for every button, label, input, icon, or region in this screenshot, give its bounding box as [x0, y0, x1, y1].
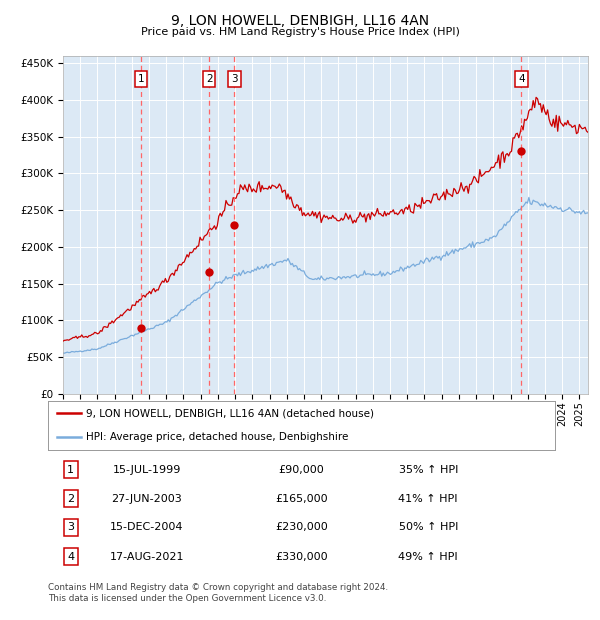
Text: 17-AUG-2021: 17-AUG-2021 — [110, 552, 184, 562]
Text: 35% ↑ HPI: 35% ↑ HPI — [398, 465, 458, 475]
Text: Price paid vs. HM Land Registry's House Price Index (HPI): Price paid vs. HM Land Registry's House … — [140, 27, 460, 37]
Text: This data is licensed under the Open Government Licence v3.0.: This data is licensed under the Open Gov… — [48, 594, 326, 603]
Text: Contains HM Land Registry data © Crown copyright and database right 2024.: Contains HM Land Registry data © Crown c… — [48, 583, 388, 592]
Text: 4: 4 — [67, 552, 74, 562]
Text: 9, LON HOWELL, DENBIGH, LL16 4AN (detached house): 9, LON HOWELL, DENBIGH, LL16 4AN (detach… — [86, 408, 374, 419]
Text: 4: 4 — [518, 74, 524, 84]
Text: 49% ↑ HPI: 49% ↑ HPI — [398, 552, 458, 562]
Text: 50% ↑ HPI: 50% ↑ HPI — [398, 522, 458, 532]
Text: £165,000: £165,000 — [275, 494, 328, 503]
Text: £90,000: £90,000 — [278, 465, 325, 475]
Text: 2: 2 — [67, 494, 74, 503]
Text: £330,000: £330,000 — [275, 552, 328, 562]
Text: 3: 3 — [231, 74, 238, 84]
Text: 15-JUL-1999: 15-JUL-1999 — [113, 465, 181, 475]
Text: 27-JUN-2003: 27-JUN-2003 — [112, 494, 182, 503]
Text: 3: 3 — [67, 522, 74, 532]
Text: 41% ↑ HPI: 41% ↑ HPI — [398, 494, 458, 503]
Text: HPI: Average price, detached house, Denbighshire: HPI: Average price, detached house, Denb… — [86, 432, 349, 443]
Text: 1: 1 — [67, 465, 74, 475]
Text: 2: 2 — [206, 74, 212, 84]
Text: 1: 1 — [138, 74, 145, 84]
Text: 9, LON HOWELL, DENBIGH, LL16 4AN: 9, LON HOWELL, DENBIGH, LL16 4AN — [171, 14, 429, 28]
Text: £230,000: £230,000 — [275, 522, 328, 532]
Text: 15-DEC-2004: 15-DEC-2004 — [110, 522, 184, 532]
